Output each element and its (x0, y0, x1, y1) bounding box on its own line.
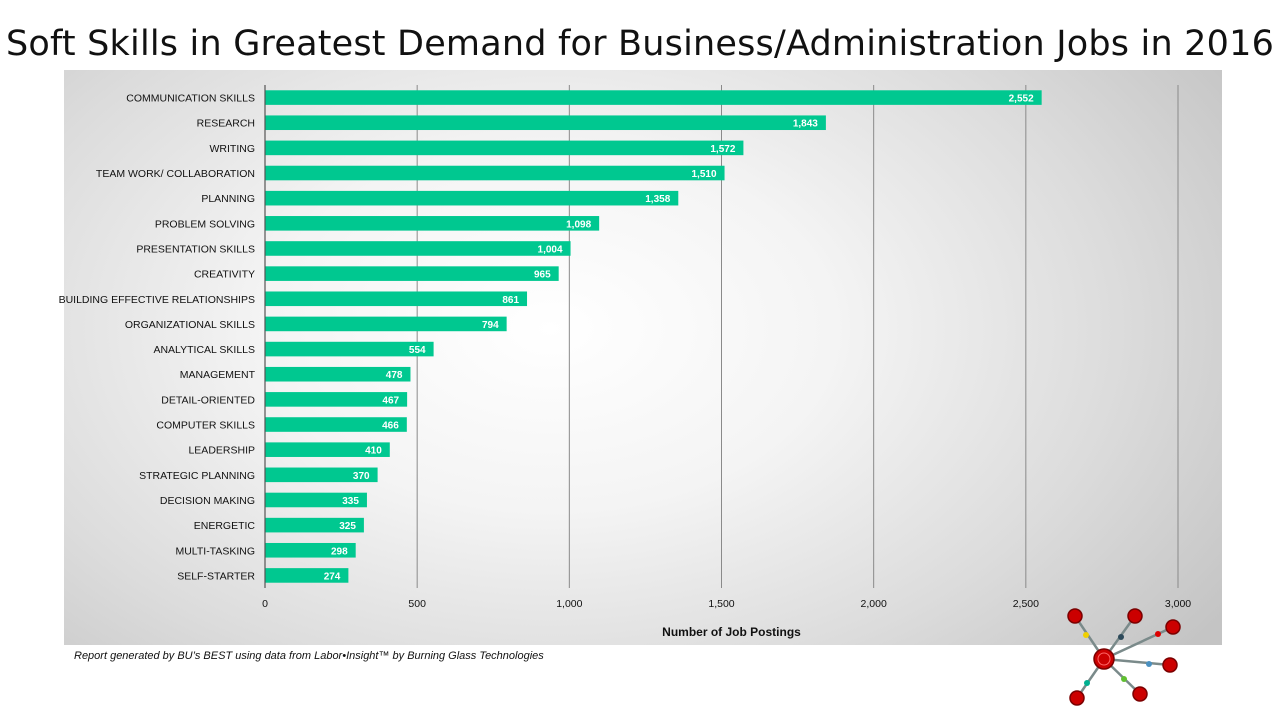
data-label: 1,358 (645, 194, 670, 205)
data-label: 1,843 (793, 119, 818, 130)
category-label: PROBLEM SOLVING (155, 218, 255, 230)
data-label: 478 (386, 370, 403, 381)
data-label: 861 (502, 295, 519, 306)
bar (265, 568, 349, 583)
x-tick-label: 2,000 (861, 598, 887, 610)
data-label: 325 (339, 521, 356, 532)
bar (265, 115, 826, 131)
bar (265, 165, 725, 181)
network-logo-icon (1067, 608, 1181, 706)
category-label: PLANNING (201, 193, 255, 205)
category-label: CREATIVITY (194, 269, 255, 281)
data-label: 466 (382, 421, 399, 432)
bar (265, 291, 528, 307)
x-tick-label: 500 (408, 598, 426, 610)
data-label: 467 (382, 395, 399, 406)
x-tick-label: 1,500 (708, 598, 734, 610)
bar (265, 392, 408, 407)
bar (265, 442, 390, 457)
category-label: DETAIL-ORIENTED (161, 394, 255, 406)
bar (265, 316, 507, 332)
data-label: 298 (331, 546, 348, 557)
bar (265, 190, 679, 206)
category-label: MANAGEMENT (180, 369, 256, 381)
bar (265, 542, 356, 558)
bar (265, 140, 744, 156)
bar (265, 241, 571, 256)
category-label: LEADERSHIP (188, 445, 255, 457)
x-tick-label: 0 (262, 598, 268, 610)
category-label: BUILDING EFFECTIVE RELATIONSHIPS (59, 294, 255, 306)
bar (265, 467, 378, 483)
x-tick-label: 1,000 (556, 598, 582, 610)
source-footnote: Report generated by BU’s BEST using data… (74, 650, 544, 662)
bar (265, 366, 411, 382)
data-label: 335 (342, 496, 359, 507)
chart-title: Soft Skills in Greatest Demand for Busin… (5, 24, 1275, 64)
category-label: MULTI-TASKING (175, 545, 255, 557)
data-label: 370 (353, 471, 370, 482)
data-label: 1,510 (692, 169, 717, 180)
category-label: DECISION MAKING (160, 495, 255, 507)
bar (265, 90, 1042, 105)
bar (265, 216, 600, 231)
data-label: 2,552 (1009, 94, 1034, 105)
category-label: ENERGETIC (194, 520, 256, 532)
bar (265, 492, 367, 508)
category-label: WRITING (210, 143, 256, 155)
data-label: 554 (409, 345, 426, 356)
category-label: SELF-STARTER (177, 570, 255, 582)
bar (265, 341, 434, 357)
x-axis-title: Number of Job Postings (662, 625, 801, 639)
data-label: 1,004 (538, 244, 563, 255)
category-label: COMPUTER SKILLS (156, 420, 255, 432)
category-label: PRESENTATION SKILLS (136, 243, 255, 255)
category-label: ANALYTICAL SKILLS (153, 344, 255, 356)
data-label: 965 (534, 270, 551, 281)
category-label: ORGANIZATIONAL SKILLS (125, 319, 255, 331)
data-label: 1,572 (710, 144, 735, 155)
data-label: 1,098 (566, 219, 591, 230)
bar (265, 417, 407, 432)
bar (265, 517, 364, 533)
data-label: 274 (324, 571, 341, 582)
category-label: RESEARCH (197, 118, 255, 130)
x-tick-label: 3,000 (1165, 598, 1191, 610)
category-label: COMMUNICATION SKILLS (126, 93, 255, 105)
category-label: TEAM WORK/ COLLABORATION (96, 168, 255, 180)
x-tick-label: 2,500 (1013, 598, 1039, 610)
data-label: 794 (482, 320, 499, 331)
data-label: 410 (365, 446, 382, 457)
bar (265, 266, 559, 281)
category-label: STRATEGIC PLANNING (139, 470, 255, 482)
